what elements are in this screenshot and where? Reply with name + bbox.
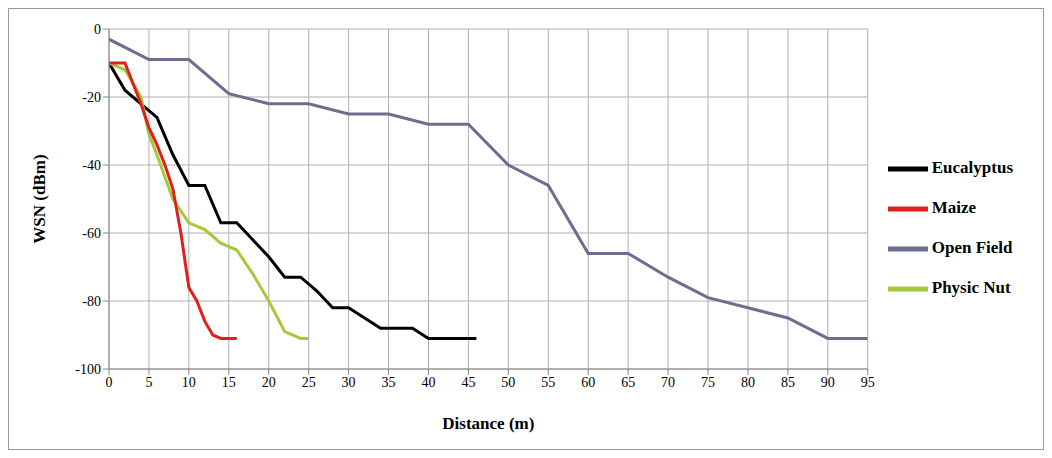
html-text:Open Field: Open Field [931,237,1013,257]
svg-text:0: 0 [106,375,113,390]
svg-text:25: 25 [302,375,316,390]
svg-text:95: 95 [861,375,875,390]
svg-text:Distance (m): Distance (m) [442,414,534,433]
svg-text:45: 45 [461,375,475,390]
svg-text:85: 85 [781,375,795,390]
svg-text:55: 55 [541,375,555,390]
svg-text:20: 20 [262,375,276,390]
svg-text:70: 70 [661,375,675,390]
html-text:Physic Nut: Physic Nut [931,277,1011,297]
html-text:Eucalyptus: Eucalyptus [931,157,1013,177]
svg-text:65: 65 [621,375,635,390]
svg-text:40: 40 [421,375,435,390]
svg-text:60: 60 [581,375,595,390]
svg-text:15: 15 [222,375,236,390]
svg-text:-20: -20 [82,90,101,105]
svg-text:-40: -40 [82,158,101,173]
html-text:Maize: Maize [931,197,977,217]
svg-text:0: 0 [94,22,101,37]
svg-text:30: 30 [342,375,356,390]
svg-text:-80: -80 [82,294,101,309]
svg-text:90: 90 [821,375,835,390]
svg-text:10: 10 [182,375,196,390]
svg-text:50: 50 [501,375,515,390]
svg-text:35: 35 [382,375,396,390]
svg-text:-60: -60 [82,226,101,241]
svg-text:-100: -100 [75,362,101,377]
svg-text:5: 5 [145,375,152,390]
svg-text:80: 80 [741,375,755,390]
svg-text:75: 75 [701,375,715,390]
svg-text:WSN (dBm): WSN (dBm) [30,154,49,243]
